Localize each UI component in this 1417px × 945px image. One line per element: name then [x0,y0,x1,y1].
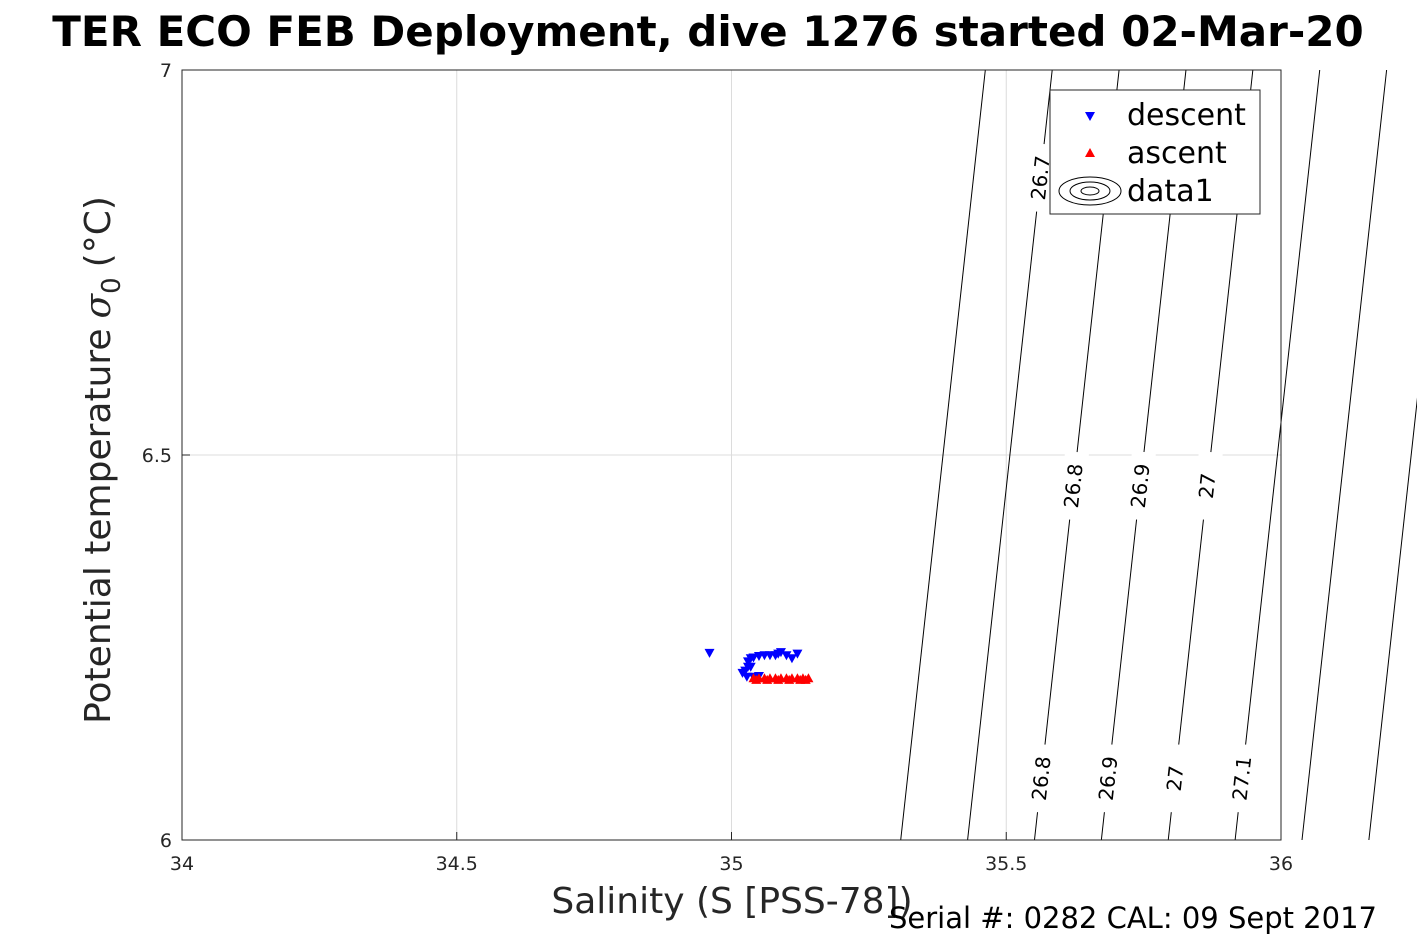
legend-descent-label: descent [1127,98,1246,133]
isopycnal-line [900,69,986,841]
contour-label-gap [1092,743,1124,814]
descent-point [745,662,756,672]
ascent-point [773,674,784,684]
legend-ascent-marker [1085,148,1095,157]
contour-label-gap [1025,743,1057,814]
contour-label-gap [1024,142,1056,213]
y-axis-label-unit: (°C) [78,196,119,267]
x-axis-ticks: 34 34.5 35 35.5 36 [170,832,1293,875]
contour-label: 26.8 [1059,462,1088,509]
serial-calibration-footer: Serial #: 0282 CAL: 09 Sept 2017 [889,901,1377,935]
ascent-point [751,674,762,684]
ascent-point [784,674,795,684]
legend: descent ascent data1 [1049,89,1261,215]
x-tick-label: 34 [170,853,194,875]
descent-point [786,654,797,664]
y-tick-label: 7 [160,60,172,82]
contour-label: 27 [1162,764,1189,792]
y-axis-label-subscript: 0 [97,277,127,294]
legend-descent-marker [1085,112,1095,121]
y-axis-ticks: 66.57 [142,60,190,852]
legend-box [1049,89,1261,215]
legend-data1-label: data1 [1127,174,1214,209]
isopycnal-line [1234,69,1321,841]
descent-point [704,648,715,658]
contour-label: 26.8 [1027,755,1056,802]
x-axis-label: Salinity (S [PSS-78]) [551,881,912,922]
contour-label: 26.9 [1094,755,1123,802]
ascent-point [800,674,811,684]
contour-label-gap [1191,450,1223,521]
isopycnal-line [1368,397,1417,841]
legend-ascent-label: ascent [1127,136,1227,171]
y-axis-label-text: Potential temperature [78,328,119,723]
contour-label: 27 [1194,472,1221,500]
descent-point [741,672,752,682]
contour-label-gap [1057,450,1090,521]
descent-point [748,653,759,663]
legend-contour-icon [1058,176,1122,206]
contour-label: 27.1 [1228,755,1257,802]
chart-title: TER ECO FEB Deployment, dive 1276 starte… [52,7,1363,56]
descent-point [781,651,792,661]
y-tick-label: 6 [160,830,172,852]
isopycnal-line [1301,69,1388,841]
y-axis-label-sigma: σ [78,292,119,318]
x-tick-label: 36 [1269,853,1293,875]
data-points [704,648,814,684]
contour-label-gap [1124,450,1156,521]
descent-point [792,649,803,659]
ascent-point [762,674,773,684]
contour-label-gap [1159,743,1191,814]
x-tick-label: 35 [719,853,743,875]
y-tick-label: 6.5 [142,445,172,467]
contour-label-gap [1226,743,1258,814]
x-tick-label: 34.5 [436,853,478,875]
y-axis-label: Potential temperature σ0 (°C) [78,196,127,724]
x-tick-label: 35.5 [985,853,1027,875]
contour-label: 26.9 [1126,462,1155,509]
descent-point [775,648,786,658]
